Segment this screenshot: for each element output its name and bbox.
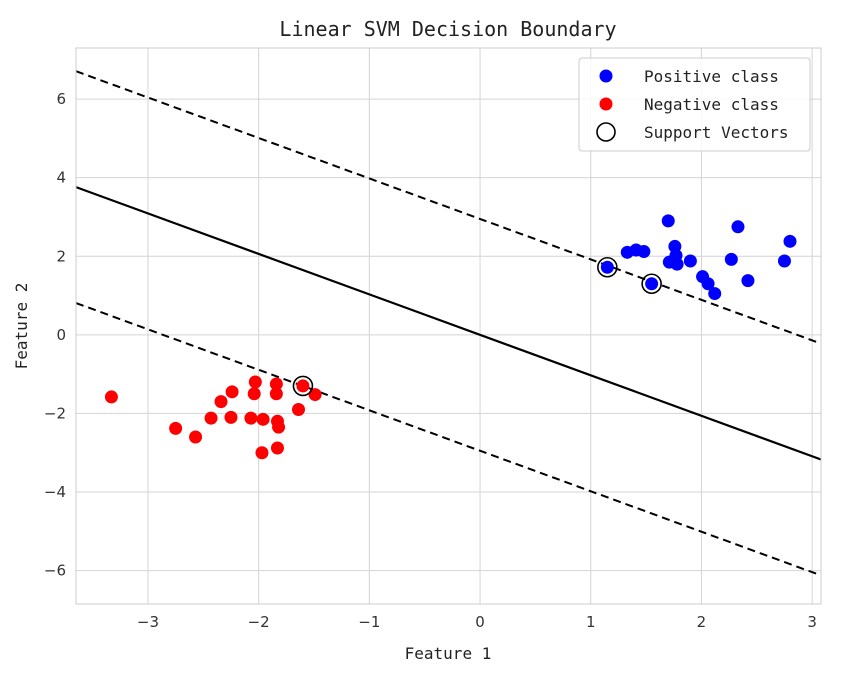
negative-point [247,387,261,401]
positive-point [708,287,722,301]
x-tick-label: −2 [248,613,270,631]
y-tick-label: 0 [56,326,66,344]
support-vector-ring [597,256,618,278]
y-axis-label: Feature 2 [12,283,31,370]
positive-point [661,214,675,228]
negative-point [270,441,284,455]
positive-point [777,254,791,268]
legend-label: Support Vectors [644,123,789,142]
legend-items: Positive class Negative class Support Vect… [596,67,789,142]
x-tick-label: 0 [475,613,485,631]
x-tick-label: 3 [807,613,817,631]
legend-label: Negative class [644,95,779,114]
data-points [104,214,797,460]
x-tick-label: 1 [586,613,596,631]
negative-point [269,387,283,401]
decision-boundary-line [76,186,821,461]
negative-point [272,420,286,434]
legend: Positive class Negative class Support Vect… [578,57,811,152]
positive-point [724,252,738,266]
negative-point [224,410,238,424]
margin-line [76,302,821,577]
y-tick-label: 6 [56,90,66,108]
chart-title: Linear SVM Decision Boundary [279,17,616,41]
margin-line [76,70,821,345]
x-axis-ticks: −3 −2 −1 0 1 2 3 [137,613,817,631]
y-tick-label: 4 [56,169,66,187]
positive-point [741,274,755,288]
x-tick-label: 2 [697,613,707,631]
positive-point [683,254,697,268]
positive-point [783,234,797,248]
x-tick-label: −3 [137,613,159,631]
negative-point [296,379,310,393]
negative-point [104,390,118,404]
support-vector-ring [641,273,662,295]
positive-point [670,257,684,271]
legend-marker [596,122,616,142]
plot-frame [75,47,822,605]
legend-frame [578,57,811,152]
x-axis-label: Feature 1 [405,644,492,663]
legend-marker [599,97,613,111]
legend-label: Positive class [644,67,779,86]
negative-point [214,395,228,409]
legend-marker [599,69,613,83]
x-tick-label: −1 [358,613,380,631]
positive-point [701,277,715,291]
support-vector-ring [292,375,314,397]
positive-point [600,260,614,274]
negative-point [189,430,203,444]
boundary-lines [76,70,821,577]
negative-point [308,388,322,402]
y-tick-label: −2 [44,404,66,422]
negative-point [169,421,183,435]
y-tick-label: −6 [44,562,66,580]
negative-point [292,402,306,416]
negative-point [204,411,218,425]
negative-point [255,446,269,460]
negative-point [244,411,258,425]
positive-point [645,277,659,291]
y-tick-label: −4 [44,483,66,501]
negative-point [256,412,270,426]
negative-point [269,377,283,391]
positive-point [731,220,745,234]
negative-point [248,375,262,389]
y-axis-ticks: −6 −4 −2 0 2 4 6 [44,90,66,580]
y-tick-label: 2 [56,247,66,265]
negative-point [225,385,239,399]
positive-point [637,245,651,259]
